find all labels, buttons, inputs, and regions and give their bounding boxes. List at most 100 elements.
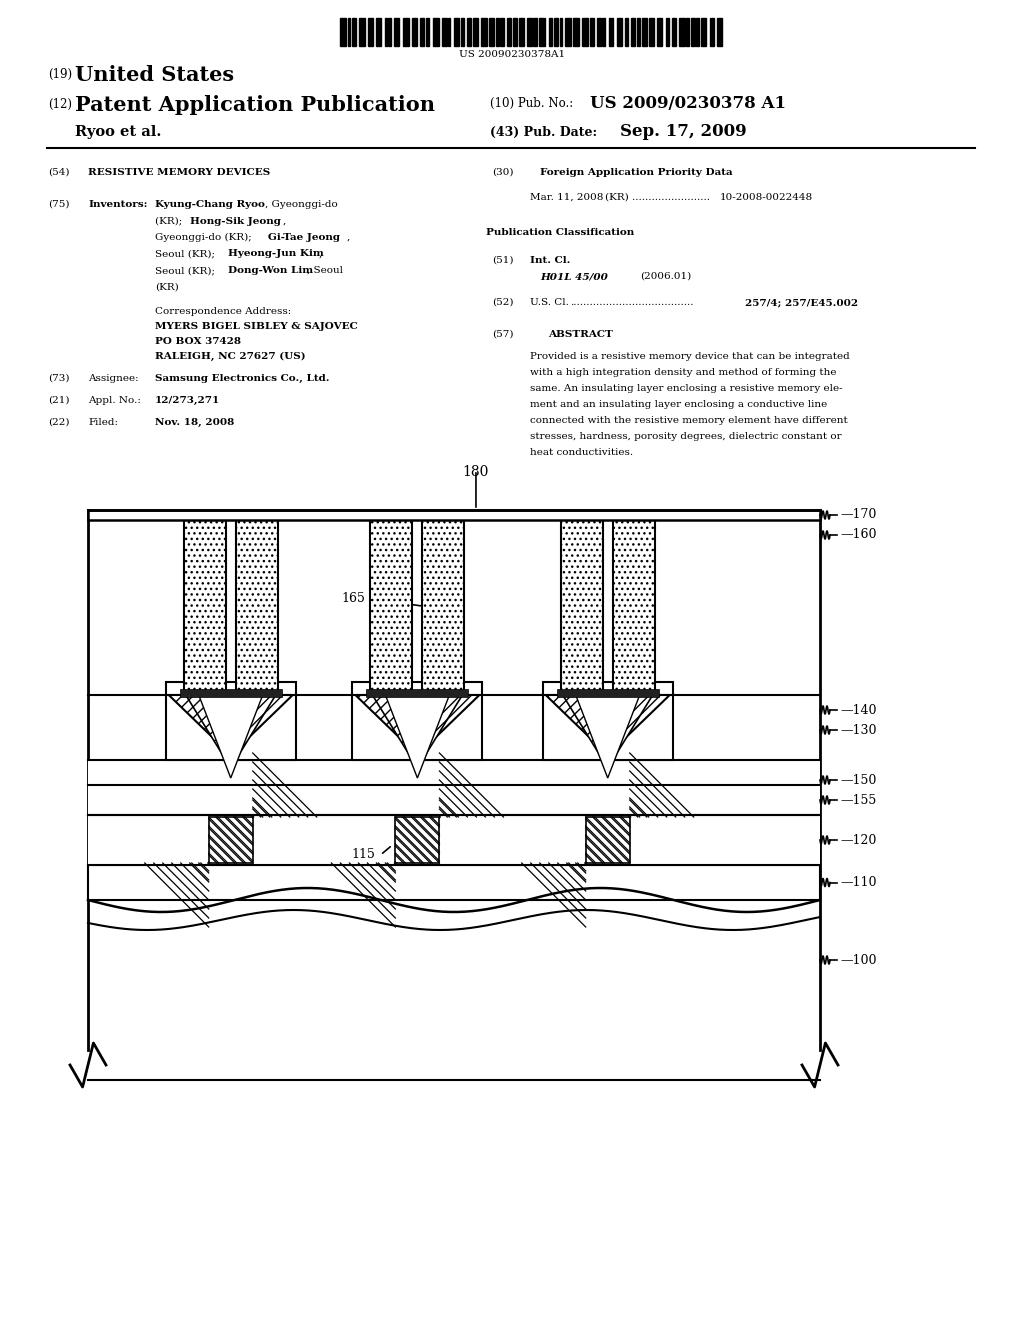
Text: —140: —140 [840, 704, 877, 717]
Bar [597, 18, 601, 46]
Text: 180: 180 [463, 465, 489, 479]
Bar [441, 18, 446, 46]
Text: Mar. 11, 2008: Mar. 11, 2008 [530, 193, 603, 202]
Text: —155: —155 [840, 793, 877, 807]
Text: heat conductivities.: heat conductivities. [530, 447, 633, 457]
Polygon shape [373, 696, 463, 768]
Bar [609, 18, 612, 46]
Text: 257/4; 257/E45.002: 257/4; 257/E45.002 [745, 298, 858, 308]
Text: (75): (75) [48, 201, 70, 209]
Bar [554, 18, 558, 46]
Bar [602, 18, 605, 46]
Text: United States: United States [75, 65, 234, 84]
Polygon shape [355, 696, 479, 755]
Text: RESISTIVE MEMORY DEVICES: RESISTIVE MEMORY DEVICES [88, 168, 270, 177]
Bar [368, 18, 373, 46]
Bar [449, 18, 451, 46]
Bar [473, 18, 478, 46]
Text: Kyung-Chang Ryoo: Kyung-Chang Ryoo [155, 201, 265, 209]
Bar [540, 18, 545, 46]
Text: with a high integration density and method of forming the: with a high integration density and meth… [530, 368, 837, 378]
Text: Hong-Sik Jeong: Hong-Sik Jeong [190, 216, 281, 226]
Text: —130: —130 [840, 723, 877, 737]
Text: , Seoul: , Seoul [307, 267, 343, 275]
Bar [403, 18, 409, 46]
Text: US 2009/0230378 A1: US 2009/0230378 A1 [590, 95, 786, 112]
Text: Seoul (KR);: Seoul (KR); [155, 249, 218, 259]
Text: Inventors:: Inventors: [88, 201, 147, 209]
Bar [348, 18, 350, 46]
Text: RALEIGH, NC 27627 (US): RALEIGH, NC 27627 (US) [155, 352, 305, 362]
Bar [560, 18, 562, 46]
Text: PO BOX 37428: PO BOX 37428 [155, 337, 241, 346]
Text: (KR) ........................: (KR) ........................ [605, 193, 710, 202]
Bar [481, 18, 486, 46]
Text: Dong-Won Lim: Dong-Won Lim [228, 267, 313, 275]
Polygon shape [575, 696, 640, 777]
Bar [90, 920, 818, 1045]
Bar [385, 18, 387, 46]
Bar [657, 18, 663, 46]
Text: (KR): (KR) [155, 282, 179, 292]
Bar [180, 689, 282, 697]
Bar [637, 18, 640, 46]
Bar [88, 920, 820, 1049]
Bar [88, 814, 820, 865]
Text: Patent Application Publication: Patent Application Publication [75, 95, 435, 115]
Text: Ryoo et al.: Ryoo et al. [75, 125, 162, 139]
Bar [454, 18, 460, 46]
Bar [359, 18, 365, 46]
Bar [412, 18, 417, 46]
Text: ABSTRACT: ABSTRACT [548, 330, 612, 339]
Bar [667, 18, 669, 46]
Bar [573, 18, 580, 46]
Text: Correspondence Address:: Correspondence Address: [155, 308, 291, 315]
Text: Hyeong-Jun Kim: Hyeong-Jun Kim [228, 249, 324, 259]
Bar [88, 760, 820, 785]
Polygon shape [546, 696, 670, 755]
Text: (21): (21) [48, 396, 70, 405]
Text: —170: —170 [840, 508, 877, 521]
Text: 165: 165 [342, 593, 366, 606]
Text: Filed:: Filed: [88, 418, 118, 426]
Polygon shape [563, 696, 652, 768]
Bar [395, 817, 439, 863]
Text: Int. Cl.: Int. Cl. [530, 256, 570, 265]
Text: —160: —160 [840, 528, 877, 541]
Bar [501, 18, 504, 46]
Bar [710, 18, 715, 46]
Text: Seoul (KR);: Seoul (KR); [155, 267, 218, 275]
Bar [679, 18, 685, 46]
Text: 115: 115 [351, 849, 376, 862]
Text: same. An insulating layer enclosing a resistive memory ele-: same. An insulating layer enclosing a re… [530, 384, 843, 393]
Bar [612, 520, 654, 696]
Bar [166, 682, 296, 760]
Bar [507, 18, 511, 46]
Text: H01L 45/00: H01L 45/00 [540, 272, 608, 281]
Bar [236, 520, 278, 696]
Bar [209, 817, 253, 863]
Bar [701, 18, 707, 46]
Text: (52): (52) [492, 298, 513, 308]
Bar [642, 18, 646, 46]
Polygon shape [385, 696, 450, 777]
Bar [423, 520, 465, 696]
Bar [557, 689, 658, 697]
Text: ,: , [347, 234, 350, 242]
Text: , Gyeonggi-do: , Gyeonggi-do [265, 201, 338, 209]
Text: —110: —110 [840, 876, 877, 888]
Text: (51): (51) [492, 256, 513, 265]
Bar [489, 18, 495, 46]
Bar [518, 18, 523, 46]
Text: Appl. No.:: Appl. No.: [88, 396, 141, 405]
Text: stresses, hardness, porosity degrees, dielectric constant or: stresses, hardness, porosity degrees, di… [530, 432, 842, 441]
Text: ,: , [283, 216, 287, 226]
Text: —120: —120 [840, 833, 877, 846]
Bar [88, 865, 820, 900]
Bar [690, 18, 695, 46]
Bar [420, 18, 424, 46]
Text: 10-2008-0022448: 10-2008-0022448 [720, 193, 813, 202]
Bar [561, 520, 603, 696]
Text: (KR);: (KR); [155, 216, 185, 226]
Text: Gi-Tae Jeong: Gi-Tae Jeong [268, 234, 340, 242]
